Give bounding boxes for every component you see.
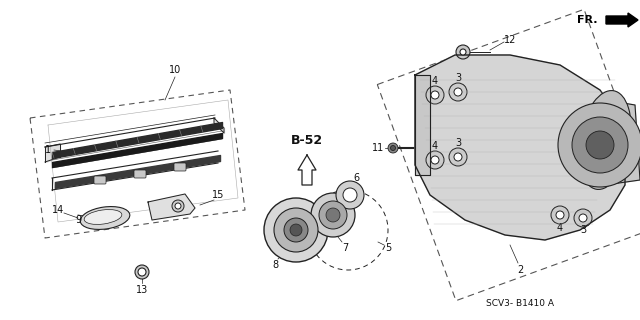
- Text: 4: 4: [557, 223, 563, 233]
- Text: 1: 1: [45, 145, 51, 155]
- Text: 14: 14: [52, 205, 64, 215]
- Text: 6: 6: [353, 173, 359, 183]
- Circle shape: [319, 201, 347, 229]
- Circle shape: [558, 103, 640, 187]
- Text: 5: 5: [385, 243, 391, 253]
- Text: FR.: FR.: [577, 15, 598, 25]
- Polygon shape: [298, 155, 316, 185]
- Text: 12: 12: [504, 35, 516, 45]
- Circle shape: [551, 206, 569, 224]
- Text: 3: 3: [455, 73, 461, 83]
- Circle shape: [311, 193, 355, 237]
- Text: 3: 3: [455, 138, 461, 148]
- Circle shape: [290, 224, 302, 236]
- FancyBboxPatch shape: [94, 176, 106, 184]
- Text: 4: 4: [432, 141, 438, 151]
- Text: 13: 13: [136, 285, 148, 295]
- Text: 11: 11: [372, 143, 384, 153]
- Text: 15: 15: [212, 190, 224, 200]
- Circle shape: [343, 188, 357, 202]
- Text: 7: 7: [342, 243, 348, 253]
- Circle shape: [574, 209, 592, 227]
- Circle shape: [175, 203, 181, 209]
- Circle shape: [586, 131, 614, 159]
- Circle shape: [431, 156, 439, 164]
- Polygon shape: [148, 194, 195, 220]
- Circle shape: [556, 211, 564, 219]
- Circle shape: [426, 151, 444, 169]
- Text: 9: 9: [75, 215, 81, 225]
- Circle shape: [449, 148, 467, 166]
- Text: SCV3- B1410 A: SCV3- B1410 A: [486, 299, 554, 308]
- Circle shape: [572, 117, 628, 173]
- Text: 4: 4: [432, 76, 438, 86]
- Polygon shape: [605, 100, 640, 185]
- Text: 2: 2: [517, 265, 523, 275]
- Circle shape: [449, 83, 467, 101]
- Circle shape: [135, 265, 149, 279]
- Circle shape: [336, 181, 364, 209]
- Circle shape: [284, 218, 308, 242]
- Circle shape: [454, 88, 462, 96]
- FancyArrow shape: [606, 13, 638, 27]
- FancyBboxPatch shape: [134, 170, 146, 178]
- Circle shape: [390, 146, 396, 150]
- Circle shape: [456, 45, 470, 59]
- Circle shape: [460, 49, 466, 55]
- Circle shape: [426, 86, 444, 104]
- Polygon shape: [415, 75, 430, 175]
- Ellipse shape: [80, 207, 130, 229]
- Polygon shape: [415, 55, 625, 240]
- Circle shape: [579, 214, 587, 222]
- Circle shape: [138, 268, 146, 276]
- Circle shape: [431, 91, 439, 99]
- Circle shape: [264, 198, 328, 262]
- Text: 8: 8: [272, 260, 278, 270]
- Circle shape: [326, 208, 340, 222]
- Circle shape: [172, 200, 184, 212]
- Circle shape: [454, 153, 462, 161]
- Ellipse shape: [579, 91, 631, 189]
- Text: 10: 10: [169, 65, 181, 75]
- Circle shape: [388, 143, 398, 153]
- Ellipse shape: [84, 210, 122, 224]
- Text: B-52: B-52: [291, 133, 323, 147]
- Text: 3: 3: [580, 225, 586, 235]
- FancyBboxPatch shape: [174, 163, 186, 171]
- Circle shape: [274, 208, 318, 252]
